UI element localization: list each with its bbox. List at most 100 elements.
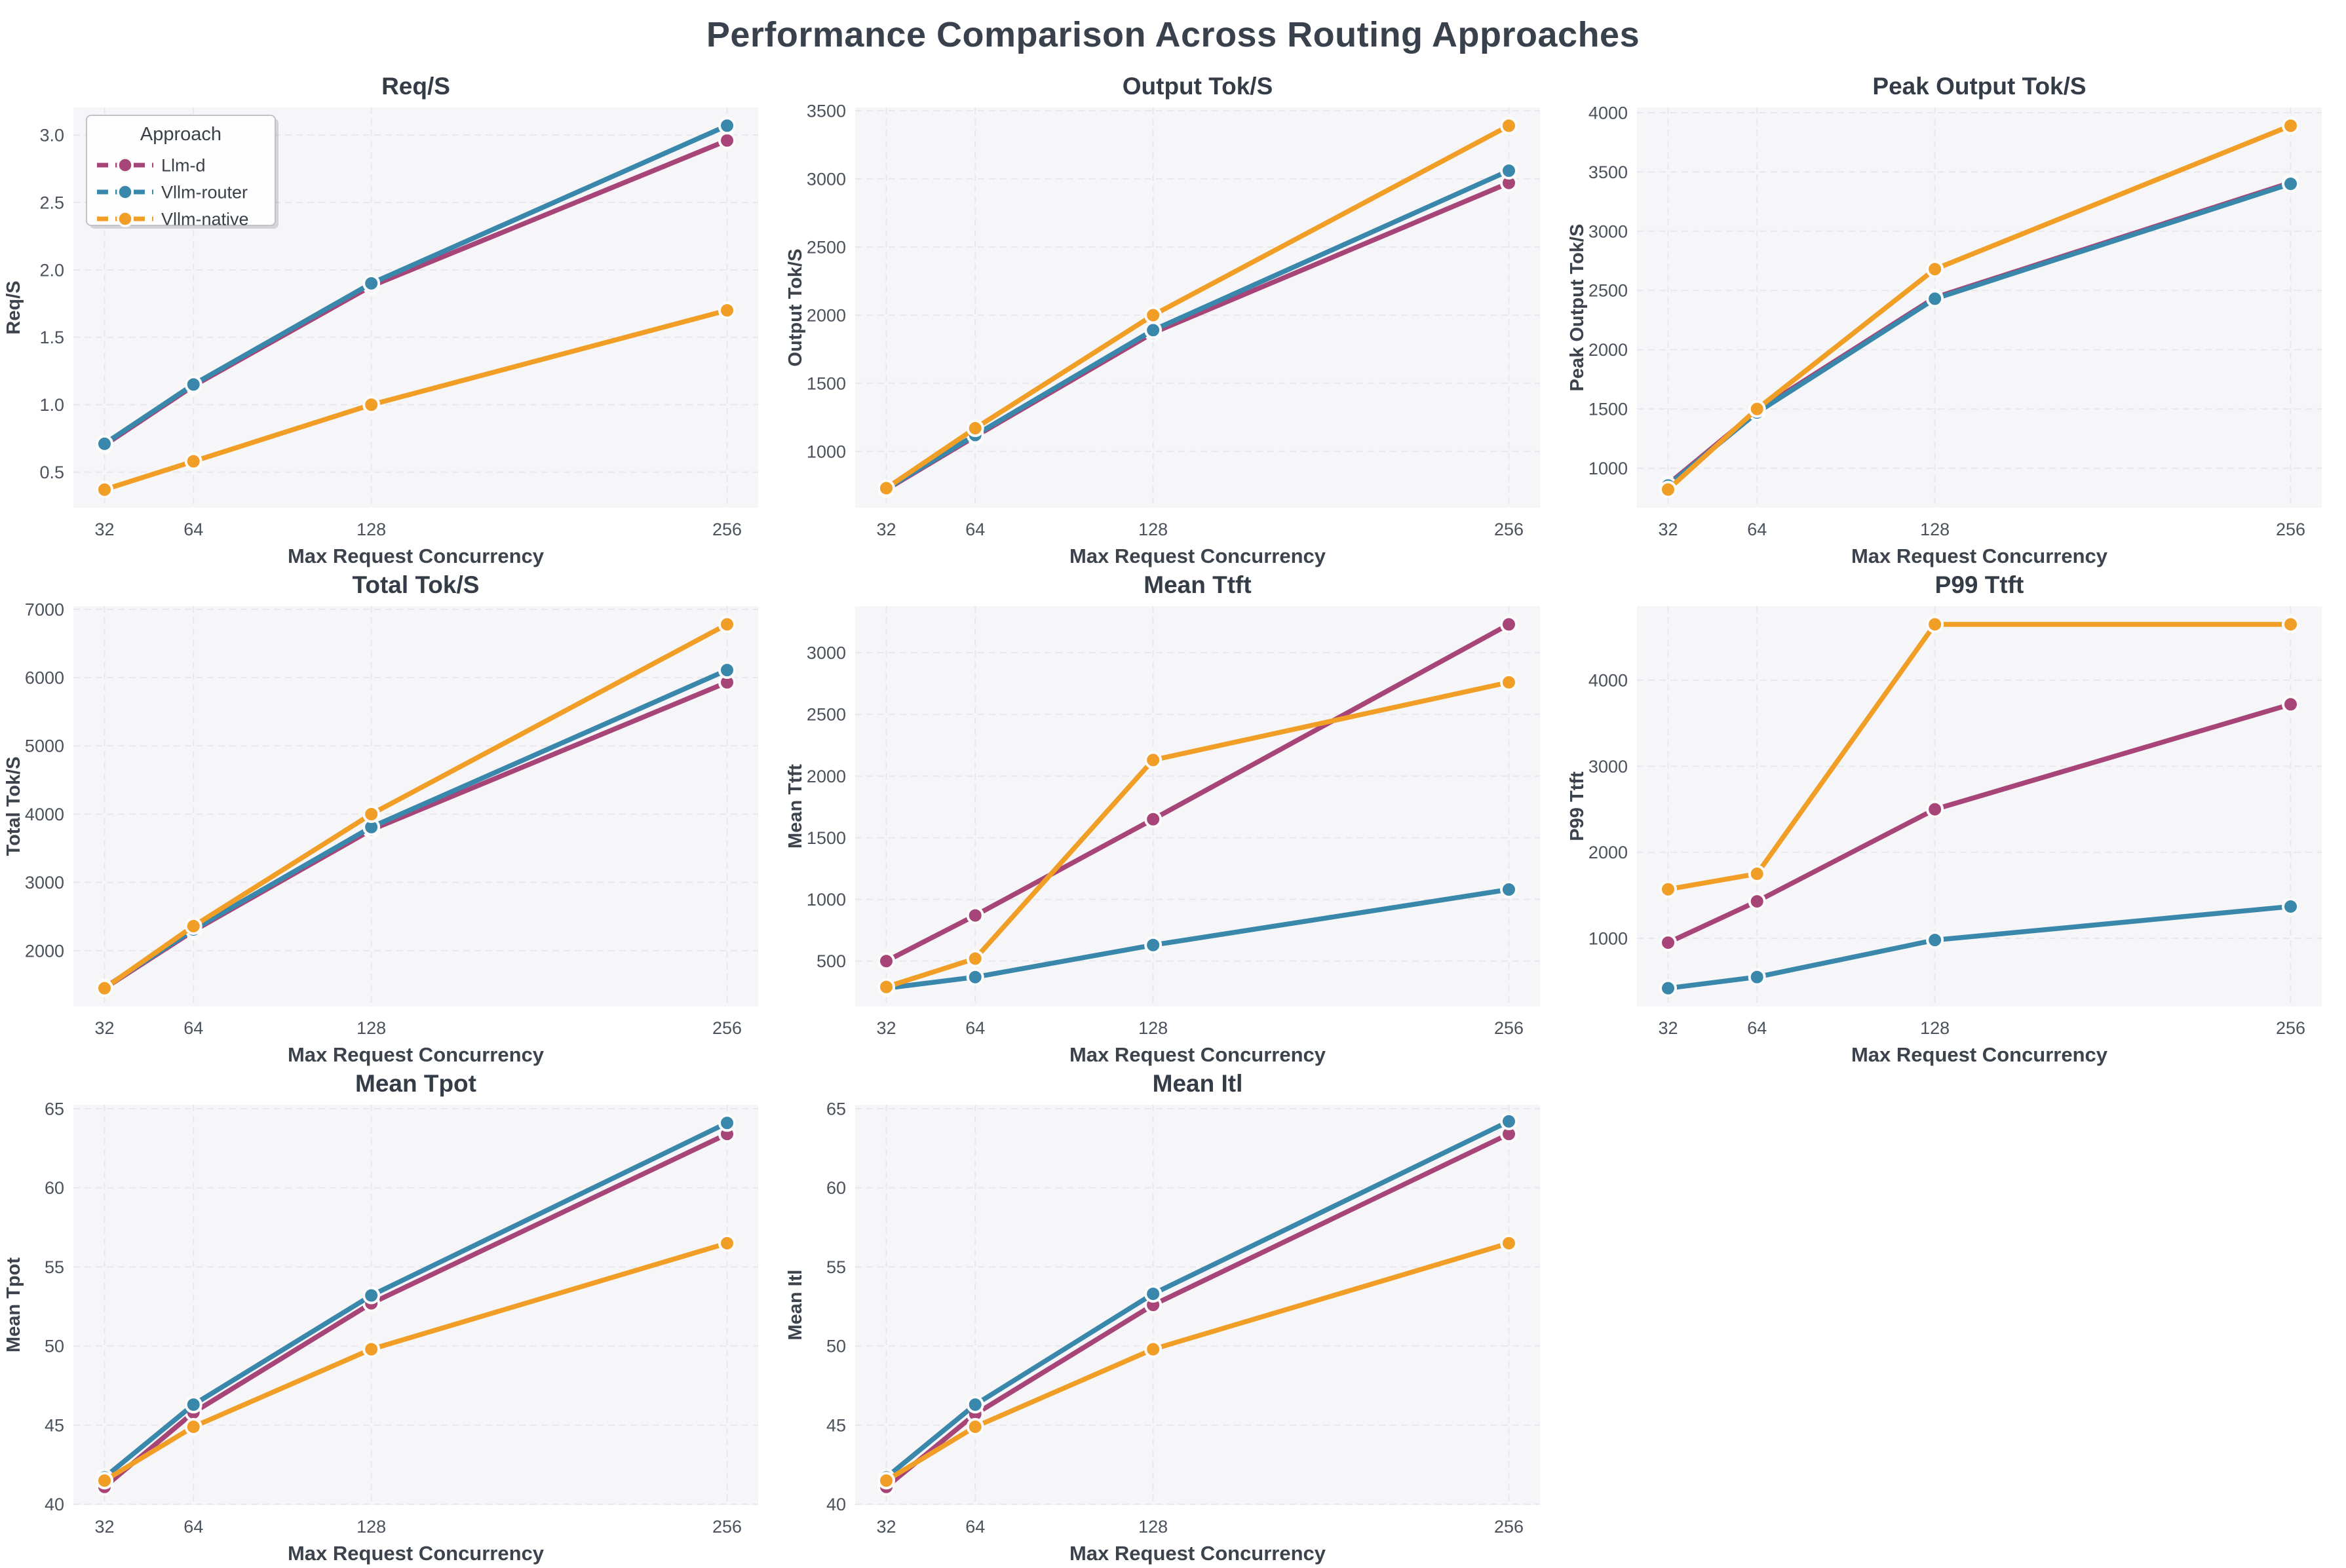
plot-area [1637, 606, 2322, 1006]
series-marker-vllm-native [1500, 1234, 1518, 1252]
y-tick-label: 0.5 [39, 463, 64, 482]
y-tick-label: 3000 [1588, 221, 1628, 241]
y-tick-label: 1500 [807, 828, 846, 848]
series-line-vllm-router [102, 123, 730, 447]
series-marker-llm-d [718, 131, 736, 149]
x-tick-label: 128 [1138, 1018, 1168, 1038]
series-marker-llm-d [2282, 695, 2299, 714]
x-axis-label: Max Request Concurrency [288, 1043, 545, 1066]
series-marker-vllm-native [184, 452, 202, 470]
series-marker-vllm-router [1659, 979, 1677, 997]
y-axis-label: Mean Itl [785, 1270, 806, 1341]
x-tick-label: 32 [94, 1018, 114, 1038]
series-line-vllm-native [102, 1240, 730, 1483]
x-tick-label: 128 [356, 520, 386, 539]
series-line-vllm-native [1665, 123, 2294, 492]
series-marker-vllm-native [877, 1472, 895, 1490]
series-line-vllm-native [1665, 622, 2294, 892]
series-line-vllm-native [102, 622, 730, 991]
series-marker-vllm-native [1500, 117, 1518, 135]
y-tick-label: 1.0 [39, 395, 64, 415]
series-marker-vllm-native [1659, 480, 1677, 499]
y-tick-label: 1500 [1588, 400, 1628, 419]
y-tick-label: 4000 [1588, 671, 1628, 691]
y-tick-label: 50 [45, 1337, 64, 1356]
series-marker-vllm-native [1659, 880, 1677, 898]
chart-svg-output-tok-s: 1000 1500 2000 2500 3000 3500 32 64 128 256 Output… [785, 73, 1540, 567]
series-marker-vllm-native [96, 979, 113, 997]
x-tick-label: 64 [183, 520, 203, 539]
x-tick-label: 128 [356, 1517, 386, 1537]
series-marker-vllm-native [184, 917, 202, 935]
y-tick-label: 3000 [1588, 757, 1628, 776]
series-marker-vllm-native [2282, 615, 2299, 634]
series-marker-llm-d [1926, 800, 1944, 818]
y-tick-label: 1000 [807, 890, 846, 909]
y-tick-label: 2000 [1588, 843, 1628, 862]
series-marker-llm-d [1748, 892, 1766, 911]
legend-entry-label: Vllm-native [161, 209, 249, 229]
x-axis-label: Max Request Concurrency [1069, 1542, 1326, 1565]
y-tick-label: 2.0 [39, 260, 64, 280]
chart-svg-mean-itl: 40 45 50 55 60 65 32 64 128 256 Mean Itl Max Reques… [785, 1070, 1540, 1565]
series-marker-vllm-router [966, 968, 984, 986]
y-tick-label: 4000 [25, 805, 64, 824]
x-tick-label: 64 [965, 520, 985, 539]
x-tick-label: 256 [1494, 520, 1524, 539]
y-axis-label: Output Tok/S [785, 249, 806, 367]
chart-p99-ttft: 1000 2000 3000 4000 32 64 128 256 P99 Ttft Max Re… [1564, 568, 2345, 1067]
series-marker-vllm-native [877, 978, 895, 996]
subplot-title: Mean Ttft [1144, 571, 1251, 598]
y-tick-label: 2500 [1588, 281, 1628, 301]
legend-entry-label: Llm-d [161, 155, 206, 175]
series-marker-vllm-native [1926, 615, 1944, 634]
series-marker-vllm-router [1144, 936, 1163, 954]
y-axis-label: Mean Tpot [3, 1257, 24, 1352]
series-marker-vllm-router [1144, 1285, 1163, 1303]
y-tick-label: 65 [826, 1099, 846, 1119]
series-line-vllm-native [883, 1240, 1512, 1483]
subplot-title: P99 Ttft [1935, 571, 2024, 598]
series-marker-vllm-native [718, 615, 736, 634]
x-tick-label: 32 [876, 1517, 896, 1537]
chart-total-tok-s: 2000 3000 4000 5000 6000 7000 32 64 128 256 Total … [0, 568, 782, 1067]
figure-header: Performance Comparison Across Routing Ap… [0, 0, 2346, 69]
series-marker-vllm-router [718, 661, 736, 679]
chart-mean-itl: 40 45 50 55 60 65 32 64 128 256 Mean Itl Max Reques… [782, 1067, 1564, 1565]
y-tick-label: 40 [45, 1495, 64, 1514]
y-axis-label: Peak Output Tok/S [1567, 224, 1588, 392]
x-tick-label: 32 [94, 520, 114, 539]
series-marker-vllm-router [1926, 290, 1944, 308]
x-tick-label: 128 [1920, 520, 1950, 539]
series-marker-llm-d [1144, 810, 1163, 828]
x-tick-label: 256 [712, 1018, 742, 1038]
series-marker-vllm-native [2282, 117, 2299, 135]
series-marker-vllm-router [184, 375, 202, 394]
page-title: Performance Comparison Across Routing Ap… [706, 15, 1640, 54]
x-tick-label: 64 [183, 1517, 203, 1537]
chart-output-tok-s: 1000 1500 2000 2500 3000 3500 32 64 128 256 Output… [782, 69, 1564, 568]
y-tick-label: 60 [826, 1178, 846, 1198]
y-tick-label: 65 [45, 1099, 64, 1119]
y-tick-label: 1000 [807, 442, 846, 461]
y-tick-label: 2000 [807, 305, 846, 325]
legend-marker-dot-llm-d [117, 157, 134, 174]
y-tick-label: 6000 [25, 668, 64, 688]
series-marker-vllm-router [1748, 968, 1766, 986]
chart-svg-mean-ttft: 500 1000 1500 2000 2500 3000 32 64 128 256 Mean Tt… [785, 571, 1540, 1066]
series-marker-vllm-router [1500, 161, 1518, 180]
y-tick-label: 3000 [807, 643, 846, 663]
plot-area [73, 1105, 758, 1505]
series-marker-vllm-native [1144, 1340, 1163, 1358]
y-axis-label: Req/S [3, 280, 24, 334]
y-tick-label: 50 [826, 1337, 846, 1356]
x-axis-label: Max Request Concurrency [1851, 1043, 2108, 1066]
series-marker-vllm-native [1144, 306, 1163, 324]
y-tick-label: 1500 [807, 373, 846, 393]
y-tick-label: 1000 [1588, 928, 1628, 948]
x-tick-label: 256 [1494, 1018, 1524, 1038]
series-marker-vllm-native [1500, 673, 1518, 691]
y-tick-label: 40 [826, 1495, 846, 1514]
series-marker-vllm-router [1500, 881, 1518, 899]
chart-grid: 0.5 1.0 1.5 2.0 2.5 3.0 32 64 128 256 Req/S Max Req… [0, 69, 2346, 1565]
